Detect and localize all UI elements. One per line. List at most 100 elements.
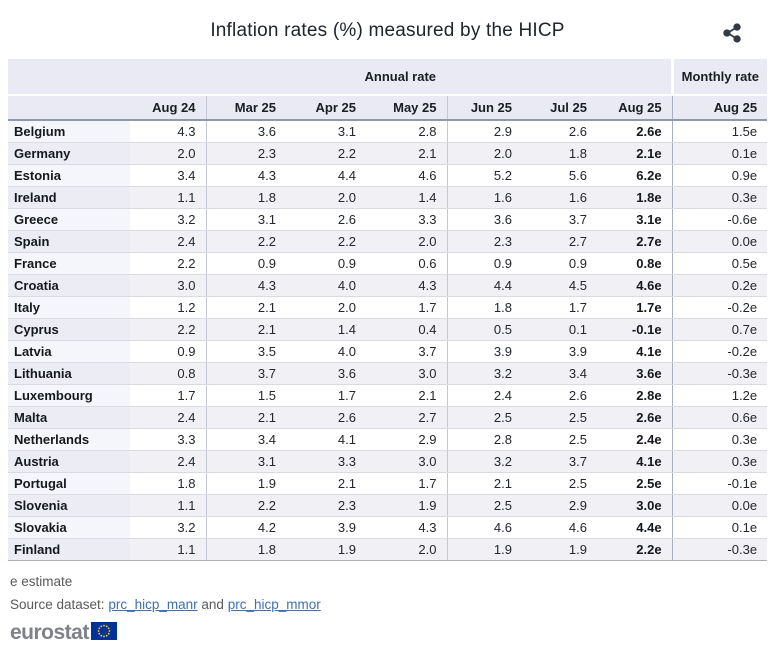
row-country-label: Luxembourg bbox=[8, 384, 130, 407]
table-row: Italy 1.2 2.1 2.0 1.7 1.8 1.7 1.7e -0.2e bbox=[8, 296, 768, 319]
month-column-header: Aug 25 bbox=[597, 95, 673, 121]
annual-rate-cell: 0.8e bbox=[597, 252, 673, 275]
monthly-rate-cell: -0.2e bbox=[671, 296, 768, 319]
annual-rate-cell: 2.2 bbox=[130, 252, 206, 275]
annual-rate-cell: 1.9 bbox=[205, 472, 286, 495]
eurostat-logo: eurostat bbox=[10, 621, 775, 645]
monthly-rate-cell: 1.2e bbox=[671, 384, 768, 407]
annual-rate-cell: 2.1 bbox=[366, 384, 447, 407]
annual-rate-cell: 2.4 bbox=[446, 384, 522, 407]
table-row: Latvia 0.9 3.5 4.0 3.7 3.9 3.9 4.1e -0.2e bbox=[8, 340, 768, 363]
annual-rate-cell: 4.1e bbox=[597, 450, 673, 473]
annual-rate-cell: 3.2 bbox=[130, 516, 206, 539]
month-column-header: Jun 25 bbox=[446, 95, 522, 121]
share-button[interactable] bbox=[719, 20, 745, 46]
month-column-header: May 25 bbox=[366, 95, 447, 121]
row-country-label: Lithuania bbox=[8, 362, 130, 385]
annual-rate-cell: 5.2 bbox=[446, 164, 522, 187]
annual-rate-cell: 1.7 bbox=[286, 384, 366, 407]
corner-cell bbox=[8, 59, 130, 96]
table-row: Ireland 1.1 1.8 2.0 1.4 1.6 1.6 1.8e 0.3e bbox=[8, 186, 768, 209]
annual-rate-cell: 2.4 bbox=[130, 450, 206, 473]
annual-rate-cell: 2.4 bbox=[130, 230, 206, 253]
monthly-rate-cell: 0.1e bbox=[671, 142, 768, 165]
annual-rate-cell: 1.4 bbox=[366, 186, 447, 209]
annual-rate-cell: 4.3 bbox=[130, 120, 206, 143]
annual-rate-cell: 4.0 bbox=[286, 274, 366, 297]
table-row: Slovenia 1.1 2.2 2.3 1.9 2.5 2.9 3.0e 0.0e bbox=[8, 494, 768, 517]
annual-rate-cell: 1.9 bbox=[286, 538, 366, 561]
annual-rate-cell: 2.3 bbox=[205, 142, 286, 165]
table-row: Greece 3.2 3.1 2.6 3.3 3.6 3.7 3.1e -0.6e bbox=[8, 208, 768, 231]
annual-rate-cell: 3.9 bbox=[522, 340, 597, 363]
row-country-label: Italy bbox=[8, 296, 130, 319]
annual-rate-cell: 2.0 bbox=[130, 142, 206, 165]
annual-rate-cell: 2.7 bbox=[522, 230, 597, 253]
table-row: Germany 2.0 2.3 2.2 2.1 2.0 1.8 2.1e 0.1e bbox=[8, 142, 768, 165]
monthly-rate-cell: 0.1e bbox=[671, 516, 768, 539]
annual-rate-cell: 3.6e bbox=[597, 362, 673, 385]
table-row: Malta 2.4 2.1 2.6 2.7 2.5 2.5 2.6e 0.6e bbox=[8, 406, 768, 429]
annual-rate-cell: 0.8 bbox=[130, 362, 206, 385]
annual-rate-cell: 1.8 bbox=[205, 186, 286, 209]
annual-rate-cell: 4.2 bbox=[205, 516, 286, 539]
annual-rate-cell: 0.9 bbox=[205, 252, 286, 275]
annual-rate-cell: 3.5 bbox=[205, 340, 286, 363]
annual-rate-cell: 1.7 bbox=[366, 472, 447, 495]
month-column-header: Apr 25 bbox=[286, 95, 366, 121]
row-country-label: Estonia bbox=[8, 164, 130, 187]
annual-rate-cell: 0.9 bbox=[522, 252, 597, 275]
annual-rate-cell: 1.9 bbox=[522, 538, 597, 561]
monthly-rate-cell: -0.3e bbox=[671, 362, 768, 385]
annual-rate-cell: 1.6 bbox=[446, 186, 522, 209]
annual-rate-cell: 3.2 bbox=[130, 208, 206, 231]
annual-rate-cell: 1.5 bbox=[205, 384, 286, 407]
annual-rate-cell: 2.6 bbox=[286, 208, 366, 231]
source-link-prc-hicp-mmor[interactable]: prc_hicp_mmor bbox=[227, 596, 321, 612]
row-country-label: Greece bbox=[8, 208, 130, 231]
annual-rate-cell: 1.7 bbox=[130, 384, 206, 407]
row-country-label: Austria bbox=[8, 450, 130, 473]
annual-rate-cell: 4.3 bbox=[366, 516, 447, 539]
row-country-label: Slovenia bbox=[8, 494, 130, 517]
table-row: Austria 2.4 3.1 3.3 3.0 3.2 3.7 4.1e 0.3e bbox=[8, 450, 768, 473]
annual-rate-cell: 4.4 bbox=[446, 274, 522, 297]
annual-rate-cell: 3.3 bbox=[366, 208, 447, 231]
annual-rate-cell: 2.1 bbox=[205, 296, 286, 319]
annual-rate-cell: 3.0 bbox=[366, 362, 447, 385]
annual-rate-cell: 3.6 bbox=[286, 362, 366, 385]
monthly-rate-cell: 1.5e bbox=[671, 120, 768, 143]
source-link-prc-hicp-manr[interactable]: prc_hicp_manr bbox=[108, 596, 198, 612]
annual-rate-cell: 1.8 bbox=[446, 296, 522, 319]
monthly-rate-cell: 0.0e bbox=[671, 230, 768, 253]
annual-rate-cell: 2.2e bbox=[597, 538, 673, 561]
annual-rate-cell: 3.7 bbox=[205, 362, 286, 385]
annual-rate-cell: 2.4 bbox=[130, 406, 206, 429]
annual-rate-cell: 2.5e bbox=[597, 472, 673, 495]
annual-rate-cell: 3.3 bbox=[286, 450, 366, 473]
table-row: Croatia 3.0 4.3 4.0 4.3 4.4 4.5 4.6e 0.2e bbox=[8, 274, 768, 297]
annual-rate-cell: 3.0e bbox=[597, 494, 673, 517]
source-conjunction: and bbox=[201, 596, 224, 612]
row-country-label: Malta bbox=[8, 406, 130, 429]
monthly-rate-cell: 0.9e bbox=[671, 164, 768, 187]
annual-rate-cell: 4.0 bbox=[286, 340, 366, 363]
table-row: Finland 1.1 1.8 1.9 2.0 1.9 1.9 2.2e -0.3e bbox=[8, 538, 768, 561]
annual-rate-cell: 0.9 bbox=[286, 252, 366, 275]
annual-rate-cell: 2.2 bbox=[205, 494, 286, 517]
annual-rate-cell: 5.6 bbox=[522, 164, 597, 187]
annual-rate-cell: 3.4 bbox=[522, 362, 597, 385]
annual-rate-cell: 1.8 bbox=[205, 538, 286, 561]
annual-rate-cell: 1.6 bbox=[522, 186, 597, 209]
annual-rate-cell: 2.5 bbox=[446, 406, 522, 429]
annual-rate-cell: 2.6 bbox=[522, 120, 597, 143]
row-country-label: Latvia bbox=[8, 340, 130, 363]
annual-rate-cell: 0.5 bbox=[446, 318, 522, 341]
annual-rate-cell: 2.9 bbox=[522, 494, 597, 517]
annual-rate-cell: 1.7 bbox=[522, 296, 597, 319]
annual-rate-cell: 2.7 bbox=[366, 406, 447, 429]
annual-rate-cell: 3.0 bbox=[366, 450, 447, 473]
annual-rate-cell: 2.3 bbox=[446, 230, 522, 253]
annual-rate-cell: 1.7e bbox=[597, 296, 673, 319]
annual-rate-cell: 0.6 bbox=[366, 252, 447, 275]
